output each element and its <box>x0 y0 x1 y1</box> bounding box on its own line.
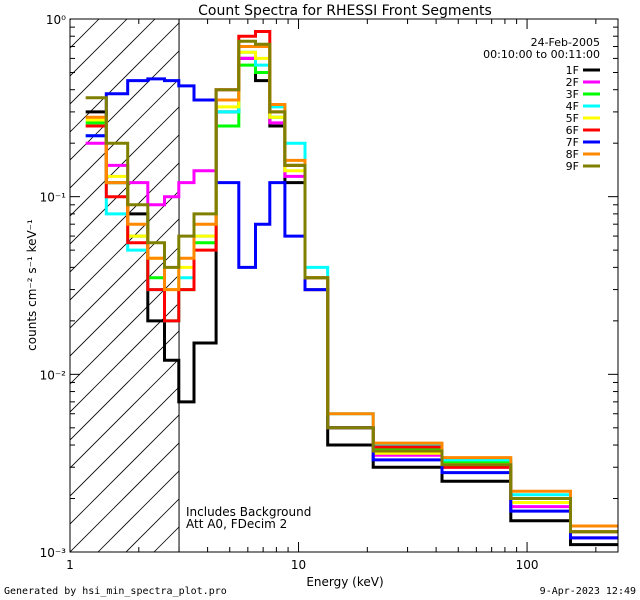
y-tick-label: 10⁻³ <box>40 546 67 560</box>
x-tick-label: 1 <box>66 558 74 572</box>
series-group <box>85 30 618 547</box>
hatch-line <box>70 19 212 161</box>
y-axis: 10⁻³ 10⁻² 10⁻¹ 10⁰ <box>40 13 618 560</box>
date-label: 24-Feb-2005 <box>531 36 600 49</box>
legend-label-1F: 1F <box>566 64 579 77</box>
legend-label-7F: 7F <box>566 136 579 149</box>
hatch-mask <box>179 19 618 552</box>
hatch-line <box>70 19 268 217</box>
chart-title: Count Spectra for RHESSI Front Segments <box>198 3 492 19</box>
time-range-label: 00:10:00 to 00:11:00 <box>483 48 600 61</box>
x-tick-label: 100 <box>516 558 539 572</box>
x-tick-label: 10 <box>291 558 306 572</box>
legend-label-2F: 2F <box>566 76 579 89</box>
plot-frame <box>69 18 619 553</box>
footer-timestamp: 9-Apr-2023 12:49 <box>539 586 636 597</box>
hatch-line <box>70 19 156 105</box>
annotation-background: Includes Background <box>186 505 311 519</box>
annotation-attenuator: Att A0, FDecim 2 <box>186 517 287 531</box>
shaded-region <box>70 19 640 552</box>
y-tick-label: 10⁰ <box>46 13 66 27</box>
legend-label-6F: 6F <box>566 124 579 137</box>
hatch-line <box>70 19 240 189</box>
hatch-line <box>70 19 128 77</box>
y-tick-label: 10⁻¹ <box>40 191 67 205</box>
series-line-8F <box>85 45 618 528</box>
hatch-line <box>70 19 184 133</box>
y-tick-label: 10⁻² <box>40 368 67 382</box>
legend-label-5F: 5F <box>566 112 579 125</box>
x-axis: 1 10 100 <box>66 19 597 572</box>
hatch-line <box>630 19 640 552</box>
legend-label-3F: 3F <box>566 88 579 101</box>
y-axis-label: counts cm⁻² s⁻¹ keV⁻¹ <box>25 219 39 351</box>
legend-label-8F: 8F <box>566 148 579 161</box>
x-axis-label: Energy (keV) <box>306 575 383 589</box>
footer-generated-by: Generated by hsi_min_spectra_plot.pro <box>4 586 227 597</box>
legend-label-4F: 4F <box>566 100 579 113</box>
series-line-9F <box>85 39 618 534</box>
legend-label-9F: 9F <box>566 160 579 173</box>
